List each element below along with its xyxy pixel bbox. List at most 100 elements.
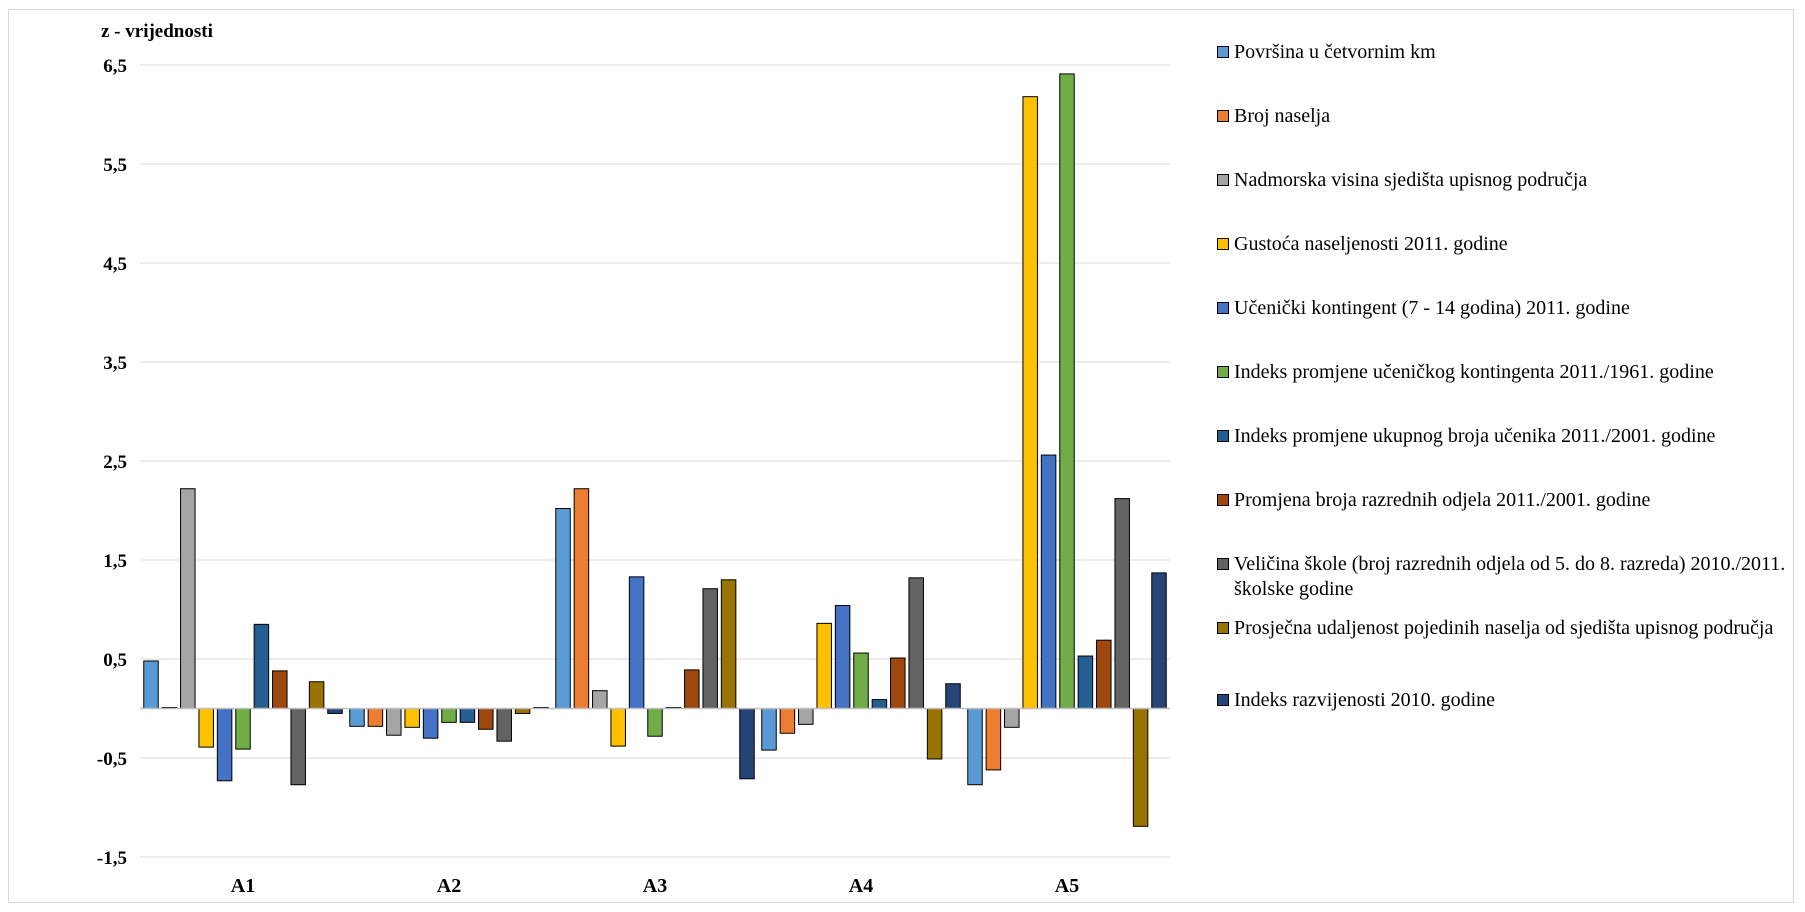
x-category-label: A4 [849, 875, 873, 897]
legend-swatch [1217, 110, 1229, 122]
gridlines [140, 64, 1170, 858]
bar-A2-series-1 [349, 708, 365, 727]
bar-A5-series-2 [985, 708, 1002, 771]
bar-A4-series-1 [761, 708, 777, 751]
bar-A4-series-5 [834, 605, 851, 709]
legend-item: Indeks razvijenosti 2010. godine [1217, 688, 1794, 713]
legend-swatch [1217, 366, 1229, 378]
bar-A4-series-2 [779, 708, 796, 734]
bar-A1-series-1 [143, 660, 159, 709]
y-tick-label: 3,5 [103, 353, 127, 374]
legend-label: Veličina škole (broj razrednih odjela od… [1234, 553, 1786, 600]
legend-label: Broj naselja [1234, 105, 1331, 127]
legend-item: Veličina škole (broj razrednih odjela od… [1217, 552, 1794, 602]
legend-label: Promjena broja razrednih odjela 2011./20… [1234, 489, 1651, 511]
bar-A1-series-8 [272, 670, 288, 710]
bar-A2-series-9 [496, 708, 512, 742]
bar-A4-series-11 [945, 683, 961, 709]
x-category-label: A2 [437, 875, 461, 897]
bar-A2-series-2 [367, 708, 384, 727]
legend-swatch [1217, 558, 1229, 570]
bar-A1-series-7 [253, 623, 270, 709]
y-tick-label: 6,5 [103, 56, 127, 77]
bar-A5-series-11 [1151, 572, 1167, 709]
legend-swatch [1217, 302, 1229, 314]
legend-item: Promjena broja razrednih odjela 2011./20… [1217, 488, 1794, 513]
bar-A4-series-4 [816, 622, 832, 709]
legend-label: Nadmorska visina sjedišta upisnog područ… [1234, 169, 1588, 191]
legend-swatch [1217, 494, 1229, 506]
x-category-label: A5 [1055, 875, 1079, 897]
legend-swatch [1217, 622, 1229, 634]
bar-A2-series-3 [386, 708, 402, 736]
bar-A5-series-10 [1132, 708, 1149, 827]
y-tick-labels: 6,5 5,5 4,5 3,5 2,5 1,5 0,5 -0,5 -1,5 [97, 56, 127, 869]
bar-A3-series-6 [647, 708, 663, 737]
legend-label: Prosječna udaljenost pojedinih naselja o… [1234, 617, 1774, 639]
bar-A1-series-4 [198, 708, 214, 748]
x-category-label: A1 [231, 875, 255, 897]
legend-item: Indeks promjene ukupnog broja učenika 20… [1217, 424, 1794, 449]
y-axis-label: z - vrijednosti [101, 21, 213, 42]
bar-A2-series-5 [422, 708, 439, 739]
y-tick-label: 4,5 [103, 254, 127, 275]
y-tick-label: 2,5 [103, 452, 127, 473]
bar-A5-series-7 [1077, 655, 1094, 710]
legend-swatch [1217, 694, 1229, 706]
bar-A1-series-3 [180, 488, 196, 709]
x-category-label: A3 [643, 875, 667, 897]
bar-A3-series-10 [720, 579, 737, 709]
bar-A5-series-1 [967, 708, 983, 786]
bar-A3-series-2 [573, 488, 590, 709]
legend-item: Nadmorska visina sjedišta upisnog područ… [1217, 168, 1794, 193]
bar-A3-series-1 [555, 508, 571, 709]
bar-A3-series-4 [610, 708, 626, 747]
legend-item: Učenički kontingent (7 - 14 godina) 2011… [1217, 296, 1794, 321]
legend-swatch [1217, 46, 1229, 58]
legend-swatch [1217, 430, 1229, 442]
legend-label: Površina u četvornim km [1234, 41, 1436, 63]
bar-A2-series-6 [441, 708, 457, 723]
chart-frame [8, 9, 1794, 903]
legend-item: Površina u četvornim km [1217, 40, 1794, 65]
bar-A4-series-6 [853, 652, 869, 709]
bar-A1-series-10 [308, 681, 325, 710]
legend-label: Učenički kontingent (7 - 14 godina) 2011… [1234, 297, 1630, 319]
y-tick-label: 5,5 [103, 155, 127, 176]
bar-A5-series-4 [1022, 96, 1038, 710]
bar-A5-series-8 [1096, 639, 1112, 709]
bar-A3-series-5 [628, 576, 645, 710]
y-tick-label: 0,5 [103, 650, 127, 671]
bar-A1-series-5 [216, 708, 233, 782]
legend-item: Gustoća naseljenosti 2011. godine [1217, 232, 1794, 257]
bar-A1-series-9 [290, 708, 306, 786]
bar-A4-series-7 [871, 699, 888, 710]
bar-A5-series-5 [1040, 454, 1057, 709]
y-tick-label: -0,5 [97, 749, 127, 770]
bar-A4-series-3 [798, 708, 814, 725]
bar-A1-series-6 [235, 708, 251, 750]
bar-A3-series-8 [684, 669, 700, 710]
legend-label: Indeks promjene ukupnog broja učenika 20… [1234, 425, 1716, 447]
legend-item: Prosječna udaljenost pojedinih naselja o… [1217, 616, 1794, 641]
legend-item: Broj naselja [1217, 104, 1794, 129]
bar-A4-series-10 [926, 708, 943, 760]
legend-swatch [1217, 174, 1229, 186]
bar-A2-series-4 [404, 708, 420, 728]
bar-A3-series-11 [739, 708, 755, 780]
bar-A2-series-7 [459, 708, 476, 723]
legend-swatch [1217, 238, 1229, 250]
legend-label: Gustoća naseljenosti 2011. godine [1234, 233, 1508, 255]
legend-label: Indeks promjene učeničkog kontingenta 20… [1234, 361, 1714, 383]
bar-A2-series-8 [478, 708, 494, 730]
y-tick-label: 1,5 [103, 551, 127, 572]
y-tick-label: -1,5 [97, 848, 127, 869]
bar-A5-series-6 [1059, 73, 1075, 710]
legend-label: Indeks razvijenosti 2010. godine [1234, 689, 1496, 711]
bar-A4-series-8 [890, 657, 906, 710]
bar-A3-series-3 [592, 690, 608, 709]
legend-item: Indeks promjene učeničkog kontingenta 20… [1217, 360, 1794, 385]
bar-A5-series-3 [1004, 708, 1020, 728]
category-labels: A1 A2 A3 A4 A5 [231, 875, 1079, 897]
